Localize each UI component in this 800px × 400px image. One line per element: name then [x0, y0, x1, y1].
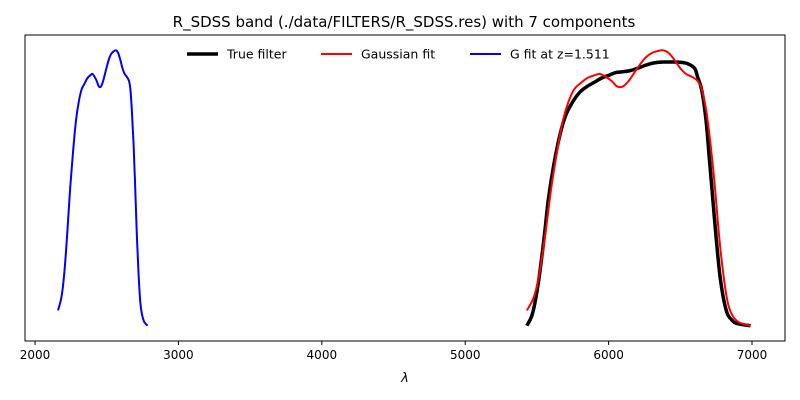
- x-axis-ticks: 2000 3000 4000 5000 6000 7000: [20, 341, 768, 362]
- series-line-1: [525, 60, 751, 328]
- plot-lines: [57, 49, 751, 328]
- legend-label-2: Gaussian fit: [361, 47, 435, 62]
- legend-label-3: G fit at z=1.511: [510, 47, 610, 62]
- legend-label-1: True filter: [226, 47, 287, 62]
- series-line-3: [57, 49, 149, 327]
- chart-title: R_SDSS band (./data/FILTERS/R_SDSS.res) …: [173, 13, 636, 32]
- x-tick-label: 2000: [20, 348, 51, 362]
- x-tick-label: 6000: [593, 348, 624, 362]
- plot-frame: [24, 34, 786, 342]
- x-tick-label: 4000: [307, 348, 338, 362]
- series-line-2: [526, 49, 751, 327]
- x-tick-label: 5000: [450, 348, 481, 362]
- x-axis-label: λ: [400, 371, 409, 386]
- legend: True filter Gaussian fit G fit at z=1.511: [187, 47, 610, 62]
- x-tick-label: 7000: [737, 348, 768, 362]
- x-tick-label: 3000: [163, 348, 194, 362]
